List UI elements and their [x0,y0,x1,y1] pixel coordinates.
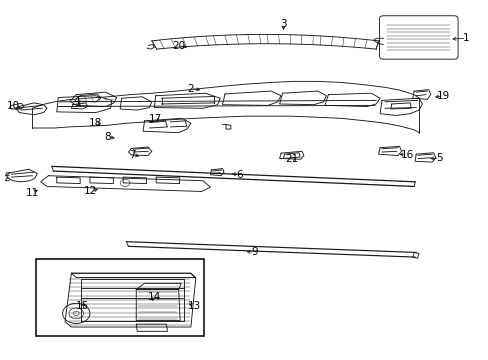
Text: 15: 15 [76,301,89,311]
Text: 6: 6 [236,170,243,180]
Text: 4: 4 [73,96,80,106]
Text: 17: 17 [149,114,162,124]
Text: 8: 8 [104,132,111,142]
Text: 13: 13 [188,301,201,311]
Text: 20: 20 [172,41,185,50]
Text: 9: 9 [250,247,257,257]
Text: 14: 14 [147,292,161,302]
Text: 11: 11 [26,188,39,198]
Text: 2: 2 [187,84,194,94]
Text: 12: 12 [84,186,97,197]
Text: 3: 3 [280,19,286,29]
Text: 18: 18 [89,118,102,128]
Text: 5: 5 [435,153,442,163]
Text: 10: 10 [6,102,20,112]
Text: 19: 19 [436,91,449,101]
Text: 16: 16 [401,150,414,160]
Text: 7: 7 [129,150,135,160]
Text: 1: 1 [462,33,468,43]
Text: 21: 21 [285,154,298,164]
Bar [36,259,203,336]
